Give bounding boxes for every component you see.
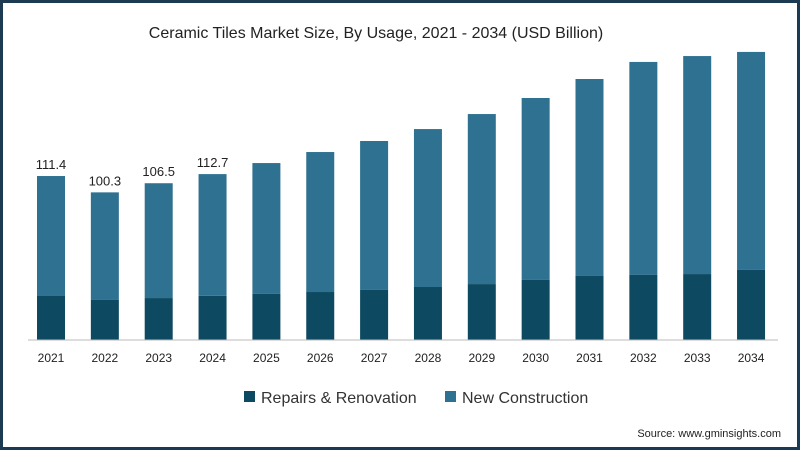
legend: Repairs & Renovation New Construction: [244, 390, 588, 407]
bar-new-construction-2028: [413, 129, 442, 288]
x-tick-label: 2029: [468, 351, 495, 365]
bar-repairs-2023: [144, 298, 173, 340]
data-labels: 111.4 100.3 106.5 112.7: [36, 155, 229, 188]
legend-label: Repairs & Renovation: [261, 390, 417, 407]
bar-repairs-2032: [629, 274, 658, 340]
legend-label: New Construction: [462, 390, 588, 407]
bar-new-construction-2033: [683, 56, 712, 275]
bar-repairs-2027: [360, 289, 389, 340]
bar-new-construction-2034: [737, 51, 766, 270]
x-tick-label: 2034: [738, 351, 765, 365]
bar-new-construction-2023: [144, 183, 173, 299]
bar-repairs-2024: [198, 295, 227, 340]
bar-new-construction-2025: [252, 163, 281, 294]
bar-repairs-2025: [252, 293, 281, 340]
bar-repairs-2021: [37, 295, 65, 340]
x-tick-label: 2025: [253, 351, 280, 365]
bar-repairs-2034: [737, 269, 766, 340]
bar-new-construction-2026: [306, 152, 335, 293]
x-tick-label: 2027: [361, 351, 388, 365]
bar-new-construction-2029: [467, 114, 496, 285]
x-tick-label: 2031: [576, 351, 603, 365]
legend-swatch: [244, 391, 255, 402]
bar-new-construction-2024: [198, 174, 227, 296]
bar-new-construction-2021: [37, 176, 65, 296]
data-label: 100.3: [89, 173, 122, 188]
bar-new-construction-2031: [575, 79, 604, 276]
x-tick-label: 2028: [415, 351, 442, 365]
bar-new-construction-2022: [90, 192, 119, 300]
x-tick-label: 2026: [307, 351, 334, 365]
source-text: Source: www.gminsights.com: [637, 428, 781, 440]
bar-repairs-2029: [467, 284, 496, 340]
x-tick-label: 2024: [199, 351, 226, 365]
x-tick-label: 2022: [91, 351, 118, 365]
bar-repairs-2030: [521, 279, 550, 340]
bar-new-construction-2032: [629, 61, 658, 275]
bar-repairs-2026: [306, 292, 335, 340]
x-tick-label: 2021: [38, 351, 65, 365]
x-tick-label: 2032: [630, 351, 657, 365]
data-label: 111.4: [36, 157, 67, 172]
legend-swatch: [445, 391, 456, 402]
bar-repairs-2022: [90, 299, 119, 340]
data-label: 112.7: [197, 155, 229, 170]
bar-repairs-2031: [575, 275, 604, 340]
x-tick-labels: 2021 2022 2023 2024 2025 2026 2027 2028 2029 2030…: [38, 351, 765, 365]
bar-new-construction-2030: [521, 98, 550, 280]
chart-title: Ceramic Tiles Market Size, By Usage, 202…: [149, 25, 603, 42]
x-tick-label: 2023: [145, 351, 172, 365]
bar-new-construction-2027: [360, 140, 389, 290]
data-label: 106.5: [142, 164, 175, 179]
x-tick-label: 2033: [684, 351, 711, 365]
bar-repairs-2033: [683, 274, 712, 340]
bar-repairs-2028: [413, 287, 442, 340]
bars-group: [37, 51, 766, 340]
x-tick-label: 2030: [522, 351, 549, 365]
